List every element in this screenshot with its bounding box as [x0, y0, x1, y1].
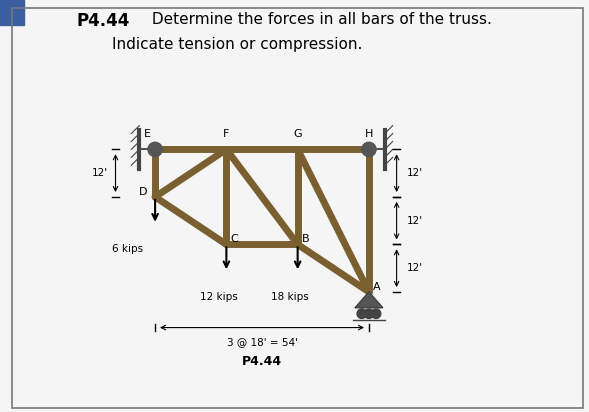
- Circle shape: [364, 309, 373, 318]
- Text: 12 kips: 12 kips: [200, 292, 237, 302]
- Text: 12': 12': [406, 168, 423, 178]
- Text: 3 @ 18' = 54': 3 @ 18' = 54': [227, 337, 297, 347]
- Text: A: A: [373, 282, 380, 292]
- Text: B: B: [302, 234, 309, 244]
- Text: Determine the forces in all bars of the truss.: Determine the forces in all bars of the …: [147, 12, 492, 27]
- Text: E: E: [144, 129, 151, 140]
- Text: 12': 12': [406, 263, 423, 273]
- Text: F: F: [223, 129, 230, 140]
- Text: 18 kips: 18 kips: [271, 292, 309, 302]
- Text: D: D: [139, 187, 147, 197]
- Circle shape: [357, 309, 366, 318]
- Text: 12': 12': [406, 215, 423, 226]
- Text: Indicate tension or compression.: Indicate tension or compression.: [112, 37, 362, 52]
- Polygon shape: [355, 292, 383, 308]
- Text: P4.44: P4.44: [242, 355, 282, 368]
- Text: 6 kips: 6 kips: [112, 244, 143, 255]
- Text: H: H: [365, 129, 373, 140]
- Text: P4.44: P4.44: [77, 12, 130, 30]
- Text: 12': 12': [91, 168, 108, 178]
- Circle shape: [371, 309, 381, 318]
- Circle shape: [148, 142, 162, 157]
- Text: G: G: [293, 129, 302, 140]
- Text: C: C: [230, 234, 238, 244]
- Circle shape: [362, 142, 376, 157]
